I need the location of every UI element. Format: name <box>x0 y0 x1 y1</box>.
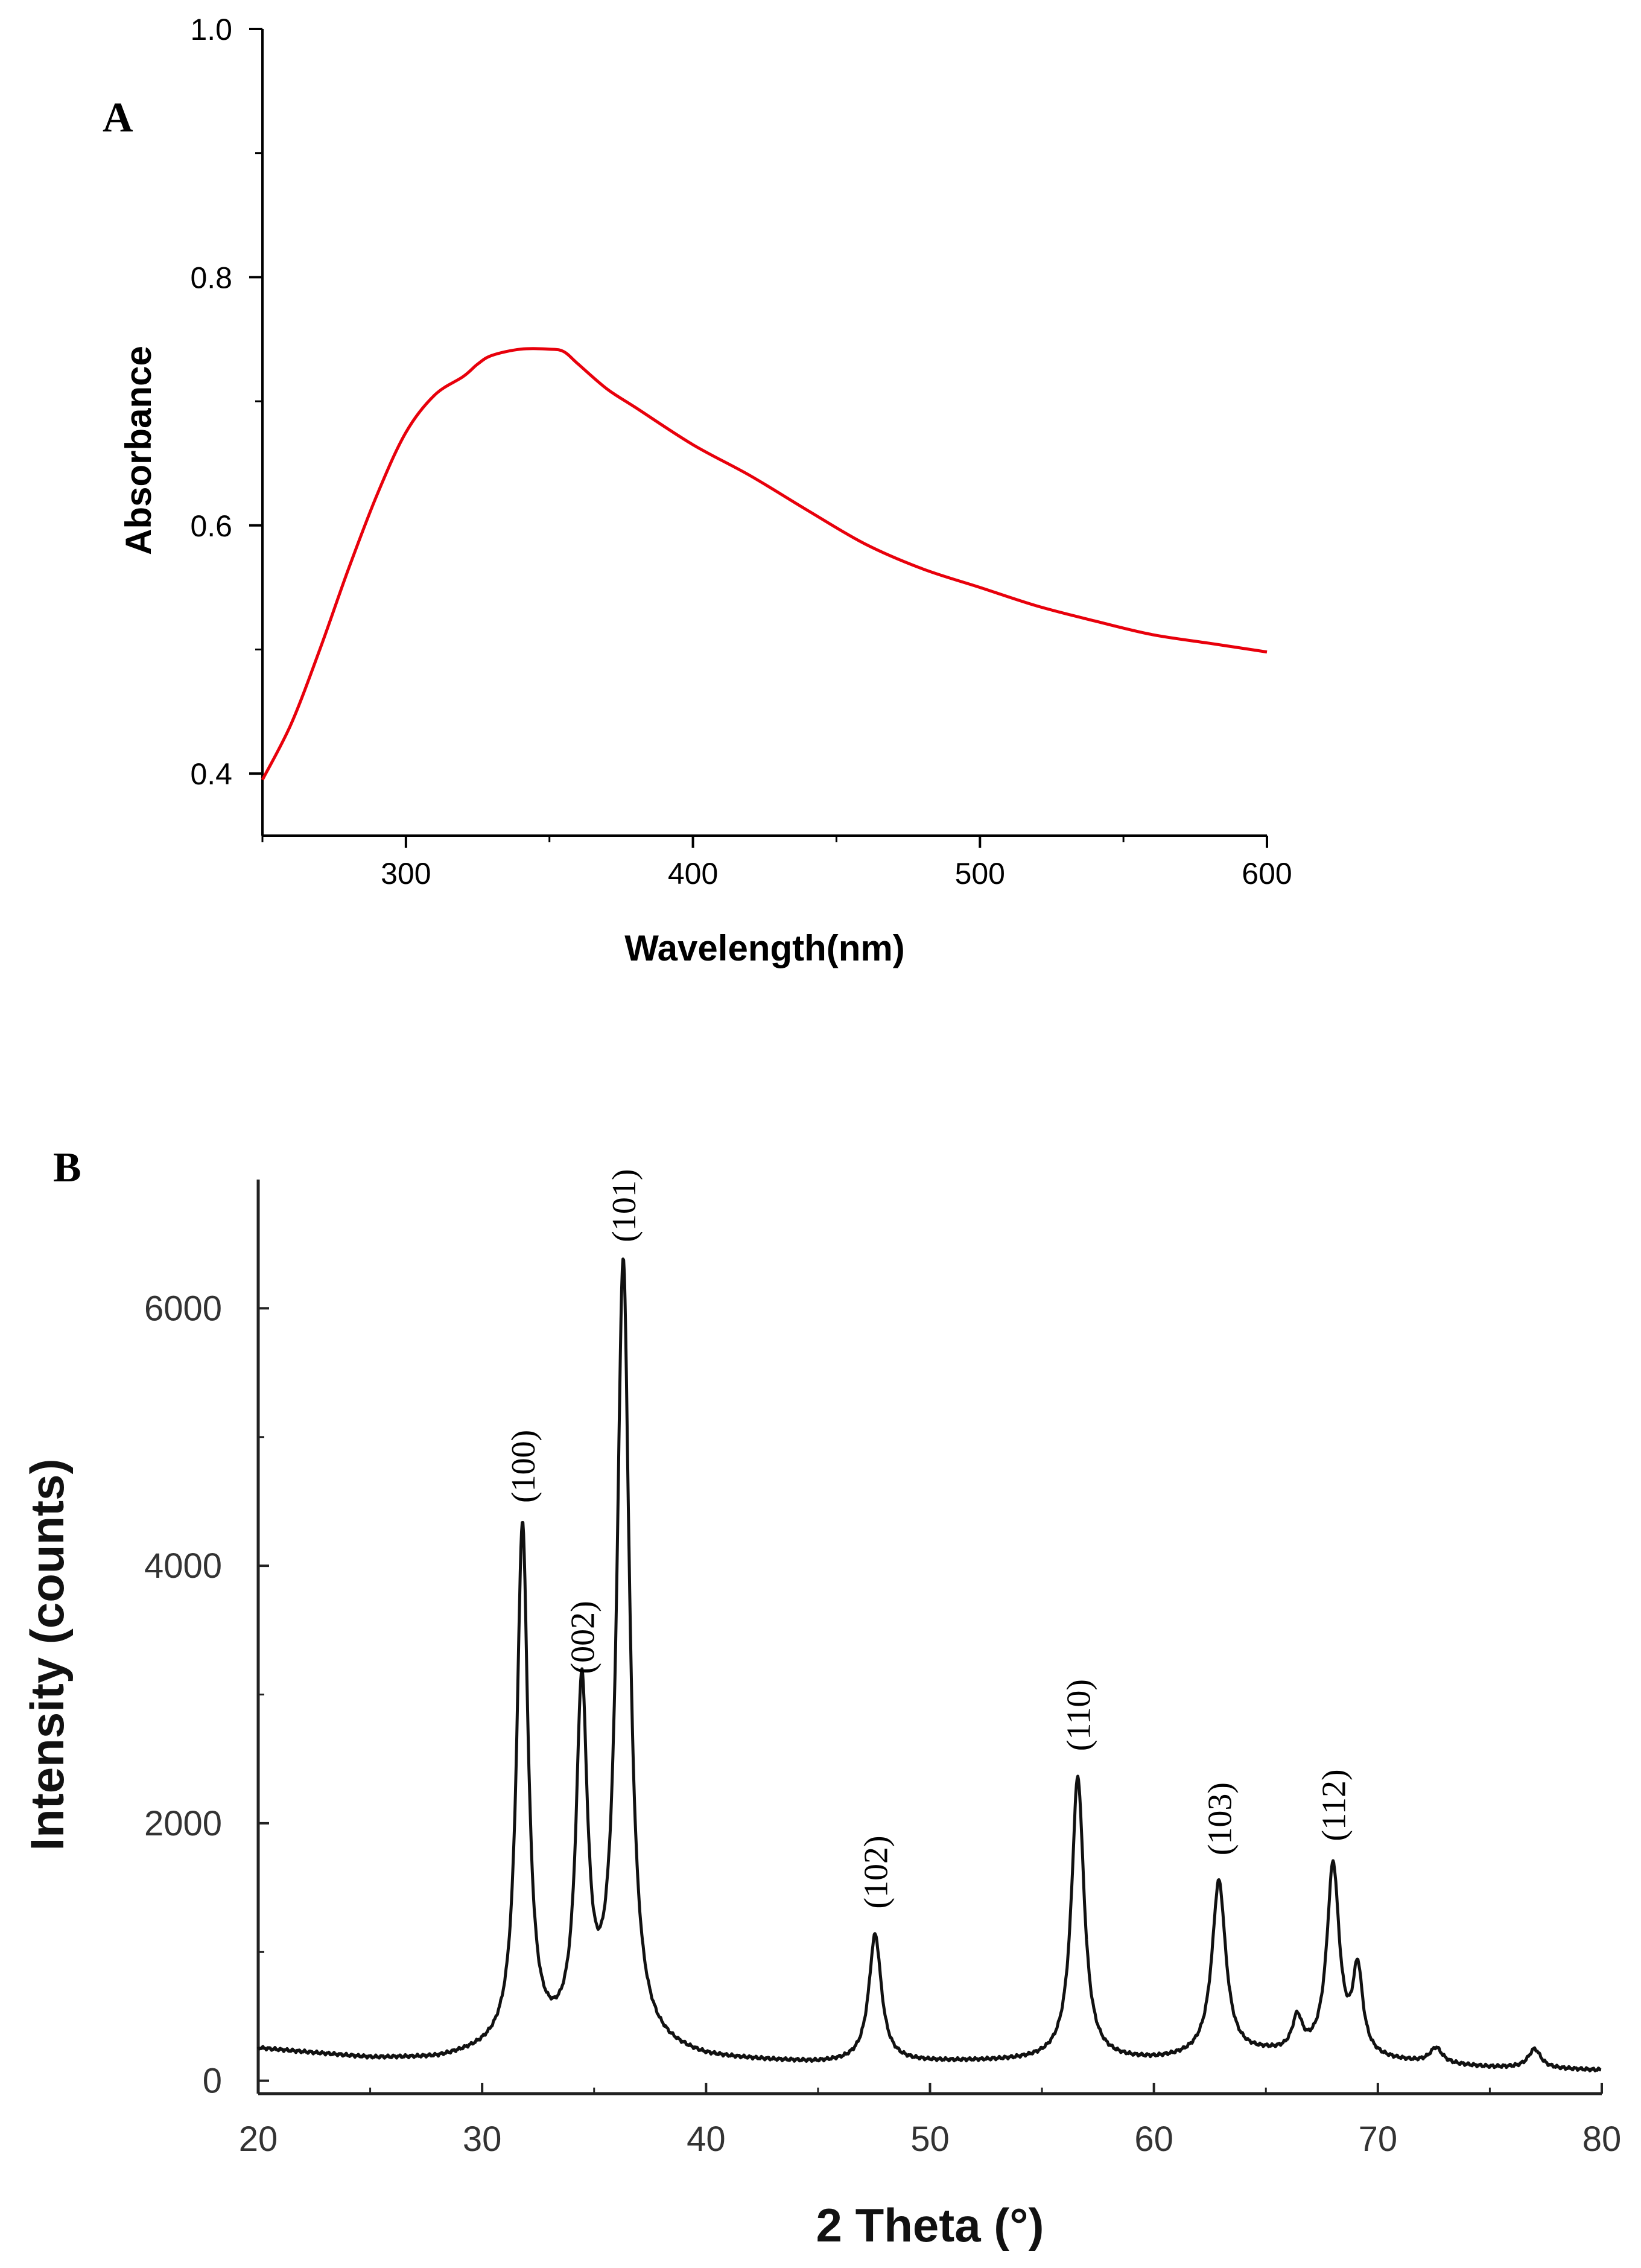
panel-b-x-tick-label: 60 <box>1134 2120 1173 2159</box>
panel-b-x-tick-label: 20 <box>239 2120 278 2159</box>
panel-b-x-axis-title: 2 Theta (°) <box>816 2199 1044 2252</box>
panel-a-absorbance-line <box>261 347 1268 781</box>
panel-a-x-tick-label: 300 <box>381 857 431 891</box>
panel-b-y-tick-label: 2000 <box>144 1804 222 1843</box>
panel-b-x-tick-label: 80 <box>1582 2120 1622 2159</box>
panel-b-peak-label: (103) <box>1201 1782 1239 1855</box>
panel-b-xrd-chart: B 20 30 40 50 60 70 80 0 2000 4000 6000 (100) (002… <box>21 1145 1621 2252</box>
panel-a-y-tick-label: 0.4 <box>190 757 232 791</box>
panel-b-peak-label: (100) <box>505 1430 542 1503</box>
panel-b-x-tick-label: 40 <box>687 2120 726 2159</box>
panel-b-y-tick-label: 0 <box>203 2062 222 2101</box>
panel-b-peak-label: (101) <box>606 1169 643 1242</box>
panel-a-x-axis-title: Wavelength(nm) <box>624 928 904 968</box>
panel-b-peak-label: (002) <box>564 1601 601 1674</box>
panel-a-uv-vis-chart: A 300 400 500 600 0.4 0.6 0.8 1.0 Wavelength(n… <box>103 13 1292 968</box>
panel-b-y-tick-label: 4000 <box>144 1546 222 1586</box>
panel-b-peak-label: (102) <box>858 1835 895 1908</box>
panel-b-x-tick-label: 30 <box>463 2120 502 2159</box>
panel-b-peak-label: (110) <box>1060 1679 1097 1751</box>
panel-a-y-axis-title: Absorbance <box>118 346 159 555</box>
panel-a-y-tick-label: 0.8 <box>190 261 232 294</box>
panel-b-x-tick-label: 70 <box>1359 2120 1398 2159</box>
panel-b-label: B <box>53 1145 81 1191</box>
panel-b-y-axis-title: Intensity (counts) <box>21 1458 74 1850</box>
panel-a-y-tick-label: 1.0 <box>190 13 232 46</box>
panel-b-x-tick-label: 50 <box>910 2120 950 2159</box>
panel-a-y-tick-label: 0.6 <box>190 509 232 543</box>
panel-a-label: A <box>103 95 133 141</box>
panel-a-x-tick-label: 500 <box>955 857 1005 891</box>
panel-a-x-tick-label: 400 <box>668 857 718 891</box>
panel-a-x-tick-label: 600 <box>1242 857 1292 891</box>
panel-b-peak-label: (112) <box>1316 1769 1353 1841</box>
panel-b-diffraction-pattern-line <box>256 1257 1602 2073</box>
panel-b-y-tick-label: 6000 <box>144 1289 222 1328</box>
